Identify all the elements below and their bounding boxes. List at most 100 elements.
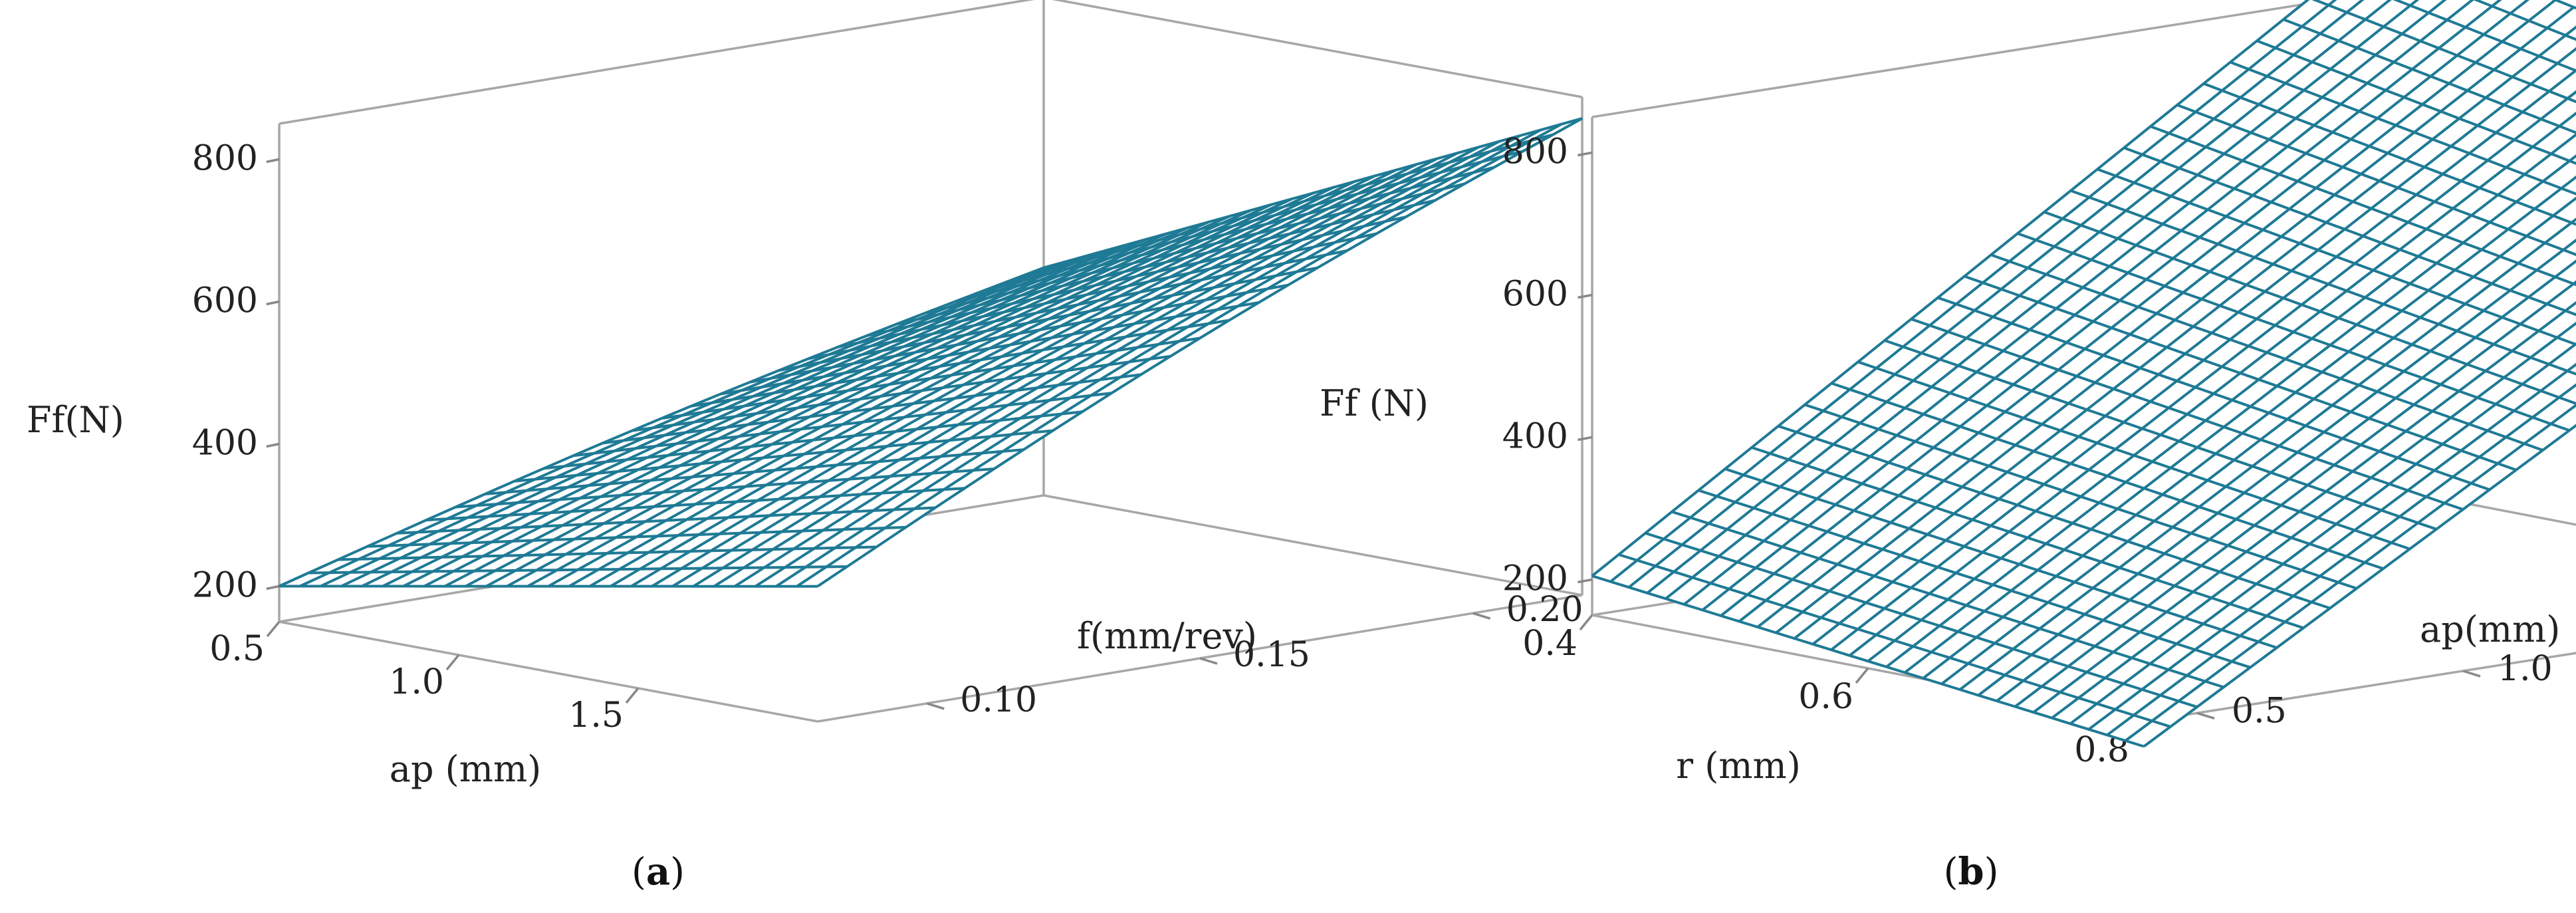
mesh-line-x: [1884, 339, 2437, 531]
mesh-line-x: [1724, 467, 2278, 649]
axis-box-edge: [279, 0, 1035, 125]
mesh-line-x: [2203, 82, 2576, 226]
z-tick-mark: [1578, 436, 1593, 442]
x-tick-mark: [266, 620, 281, 638]
y-tick-mark: [2196, 712, 2215, 720]
mesh-line-x: [837, 232, 1377, 348]
mesh-line-x: [2176, 104, 2576, 257]
mesh-line-x: [2044, 211, 2576, 405]
panel-a-chart: 200 400 600 800 0.5 1.0 1.5 0.10 0.15 0.20 Ff(N) ap…: [27, 0, 1583, 790]
mesh-line-x: [808, 249, 1347, 360]
mesh-line-x: [2393, 0, 2576, 72]
z-tick-label: 200: [1502, 559, 1568, 599]
z-tick-mark: [1578, 293, 1593, 299]
x-tick-label: 1.5: [568, 696, 624, 735]
mesh-line-x: [367, 525, 906, 548]
mesh-line-x: [1911, 317, 2464, 511]
mesh-line-x: [1778, 424, 2331, 610]
mesh-line-x: [455, 467, 995, 509]
y-tick-mark: [926, 702, 945, 710]
z-tick-mark: [1578, 578, 1593, 584]
y-tick-mark: [1199, 657, 1218, 665]
x-tick-mark: [445, 654, 460, 671]
mesh-line-x: [485, 448, 1024, 495]
z-tick-label: 800: [192, 139, 258, 179]
x-tick-label: 0.5: [209, 629, 265, 669]
surface-mesh: [279, 117, 1583, 588]
mesh-line-x: [1591, 575, 2145, 748]
mesh-line-x: [1831, 382, 2384, 571]
y-tick-label: 0.15: [1233, 635, 1310, 675]
mesh-line-x: [2150, 125, 2576, 287]
surface-backdrop: [1592, 0, 2576, 747]
mesh-line-x: [925, 182, 1465, 315]
mesh-line-x: [338, 545, 877, 561]
mesh-line-x: [426, 487, 965, 522]
axis-box-edge: [1043, 494, 1583, 596]
z-axis-label: Ff (N): [1320, 382, 1429, 424]
mesh-line-x: [2256, 39, 2576, 165]
mesh-line-x: [955, 166, 1494, 303]
mesh-line-x: [1964, 275, 2517, 471]
mesh-line-x: [778, 266, 1318, 372]
mesh-line-x: [984, 150, 1524, 292]
y-axis-label: f(mm/rev): [1077, 615, 1257, 657]
mesh-line-x: [632, 354, 1171, 432]
z-tick-label: 600: [192, 281, 258, 321]
y-tick-label: 1.0: [2498, 649, 2553, 689]
x-axis-label: r (mm): [1676, 745, 1801, 787]
z-tick-label: 800: [1502, 132, 1568, 172]
y-tick-mark: [2462, 670, 2481, 678]
mesh-line-x: [1043, 117, 1583, 269]
surface-mesh: [1591, 0, 2576, 748]
z-tick-label: 200: [192, 566, 258, 606]
mesh-line-x: [720, 301, 1259, 396]
mesh-line-x: [396, 506, 935, 535]
mesh-line-x: [2230, 61, 2576, 196]
mesh-line-x: [2123, 146, 2576, 317]
mesh-line-x: [661, 336, 1201, 420]
x-tick-mark: [1579, 614, 1593, 631]
x-tick-label: 0.6: [1798, 677, 1853, 717]
z-tick-label: 400: [192, 424, 258, 463]
mesh-line-x: [514, 429, 1053, 483]
y-tick-label: 0.5: [2232, 691, 2287, 731]
mesh-line-x: [2311, 0, 2576, 104]
axis-box-edge: [279, 620, 818, 723]
y-tick-mark: [1472, 612, 1491, 620]
y-tick-label: 0.10: [960, 680, 1037, 720]
panel-a-label: (a): [632, 850, 685, 894]
mesh-line-x: [1698, 489, 2251, 669]
axis-box-edge: [1051, 0, 1583, 98]
mesh-line-x: [1618, 553, 2171, 728]
mesh-line-x: [1671, 510, 2224, 689]
mesh-line-x: [308, 565, 848, 575]
axis-box-edge: [1591, 0, 2339, 118]
z-tick-mark: [266, 442, 280, 448]
mesh-line-x: [1014, 133, 1554, 281]
axis-box-edge: [2143, 652, 2576, 723]
mesh-line-x: [867, 215, 1407, 337]
mesh-line-x: [2283, 18, 2576, 134]
mesh-line-x: [2070, 189, 2576, 376]
z-tick-mark: [266, 300, 280, 306]
x-axis-label: ap (mm): [390, 748, 541, 790]
z-tick-mark: [266, 585, 280, 590]
panel-b-label: (b): [1944, 850, 1999, 894]
mesh-line-x: [2017, 232, 2570, 432]
mesh-line-x: [1990, 253, 2543, 452]
x-tick-mark: [1855, 667, 1869, 684]
y-axis-label: ap(mm): [2420, 608, 2560, 650]
y-tick-label: 0.20: [1506, 590, 1583, 630]
mesh-line-x: [1804, 403, 2357, 590]
mesh-line-x: [690, 319, 1230, 408]
mesh-line-x: [1937, 296, 2490, 491]
mesh-line-x: [543, 410, 1083, 470]
x-tick-label: 1.0: [389, 662, 444, 702]
mesh-line-x: [1751, 446, 2304, 630]
mesh-line-x: [1645, 531, 2198, 709]
mesh-line-x: [573, 392, 1112, 457]
mesh-line-x: [896, 199, 1436, 326]
